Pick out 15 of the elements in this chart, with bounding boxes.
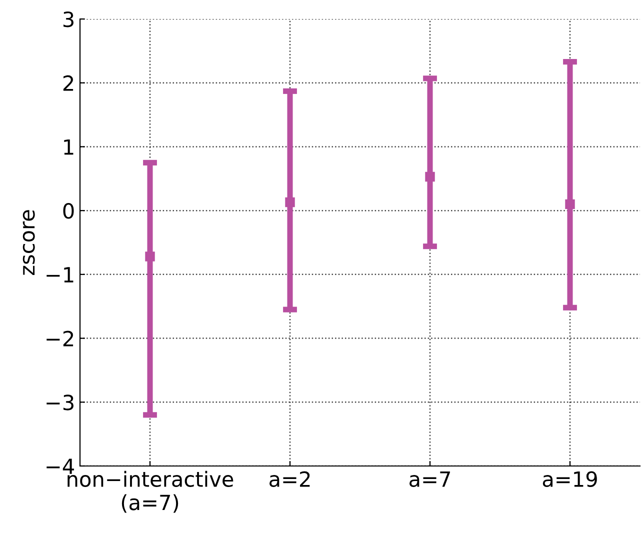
y-tick-label: −3 [46,394,74,410]
point [145,252,155,262]
point [425,172,435,182]
y-tick-label: 1 [64,139,74,155]
y-axis-title: zscore [22,210,35,276]
point [565,199,575,210]
x-tick-label: a=7 [410,472,450,487]
y-tick-label: −2 [46,330,74,346]
x-tick-label: a=2 [270,471,310,487]
y-tick-label: 3 [63,11,74,28]
y-tick-label: 2 [63,75,74,91]
point [285,197,295,208]
x-tick-label: a=19 [542,471,597,487]
y-tick-label: 0 [63,203,74,219]
y-tick-label: −1 [46,267,74,282]
